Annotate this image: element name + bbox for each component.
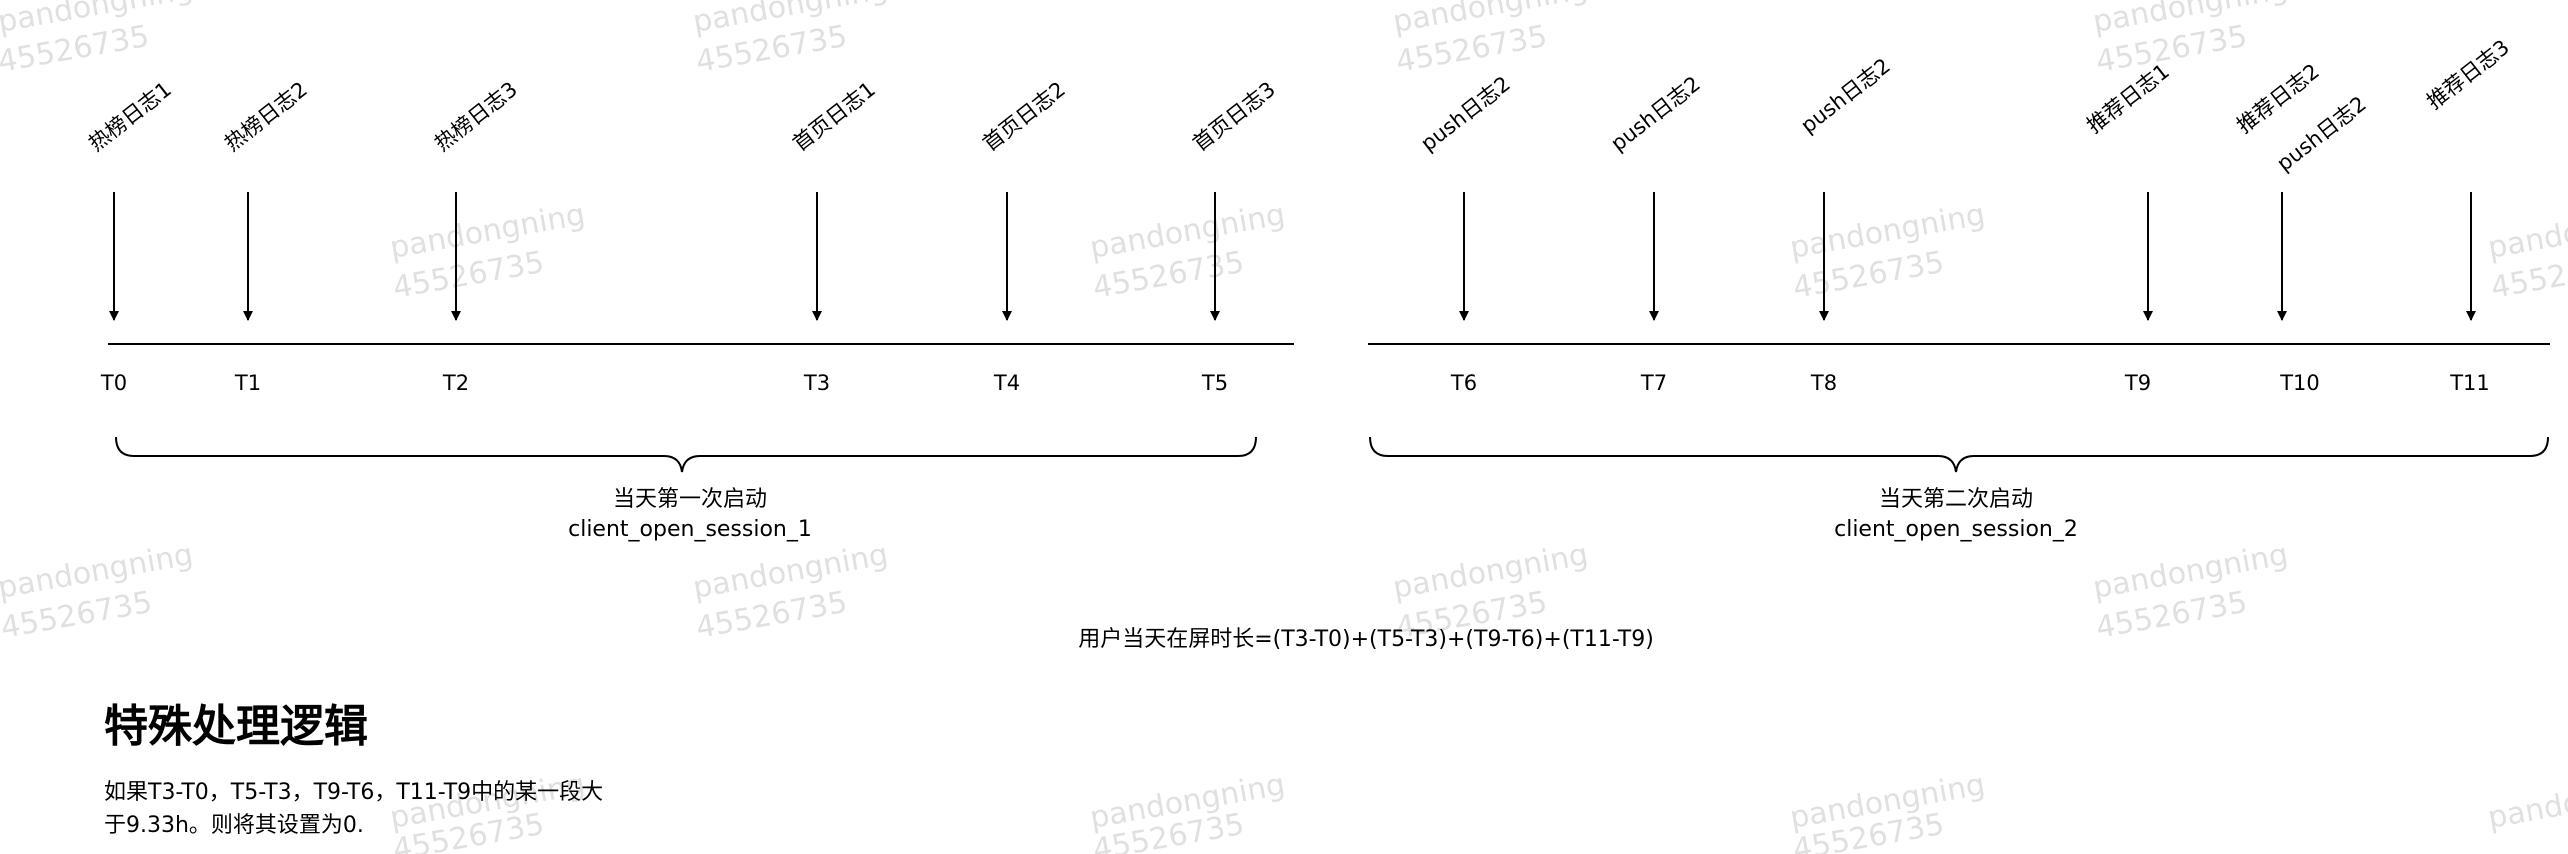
tick-label: T6 xyxy=(1450,371,1477,395)
event-label: push日志2 xyxy=(1796,54,1895,138)
event-label: 热榜日志3 xyxy=(430,77,522,156)
session-labels: 当天第一次启动 client_open_session_1 当天第二次启动 cl… xyxy=(568,487,2078,542)
event-label: 热榜日志1 xyxy=(84,77,176,156)
screen-time-formula: 用户当天在屏时长=(T3-T0)+(T5-T3)+(T9-T6)+(T11-T9… xyxy=(1078,627,1654,652)
tick-labels: T0 T1 T2 T3 T4 T5 T6 T7 T8 T9 T10 T11 xyxy=(100,371,2490,395)
tick-label: T5 xyxy=(1201,371,1228,395)
tick-label: T2 xyxy=(442,371,469,395)
event-label: 推荐日志2 xyxy=(2232,59,2324,138)
session-brace-2 xyxy=(1369,436,2549,473)
event-label: push日志2 xyxy=(1606,72,1705,156)
special-logic-heading: 特殊处理逻辑 xyxy=(104,701,368,752)
session-id: client_open_session_2 xyxy=(1834,517,2078,542)
tick-label: T4 xyxy=(993,371,1020,395)
tick-label: T1 xyxy=(234,371,261,395)
event-arrows xyxy=(109,192,2476,321)
tick-label: T8 xyxy=(1810,371,1837,395)
watermark-name: pandongning xyxy=(2485,197,2568,266)
tick-label: T9 xyxy=(2124,371,2151,395)
special-logic-line: 如果T3-T0，T5-T3，T9-T6，T11-T9中的某一段大 xyxy=(104,780,604,805)
session-brace-1 xyxy=(115,436,1257,473)
session-id: client_open_session_1 xyxy=(568,517,812,542)
session-title: 当天第一次启动 xyxy=(613,487,767,512)
event-label: 首页日志1 xyxy=(788,77,880,156)
event-label: 首页日志3 xyxy=(1188,77,1280,156)
event-label: 推荐日志3 xyxy=(2422,35,2514,114)
event-label: 热榜日志2 xyxy=(220,77,312,156)
tick-label: T10 xyxy=(2279,371,2320,395)
tick-label: T11 xyxy=(2449,371,2490,395)
event-label: push日志2 xyxy=(1416,72,1515,156)
special-logic-body: 如果T3-T0，T5-T3，T9-T6，T11-T9中的某一段大 于9.33h。… xyxy=(104,776,624,842)
event-label: 首页日志2 xyxy=(978,77,1070,156)
tick-label: T3 xyxy=(803,371,830,395)
session-title: 当天第二次启动 xyxy=(1879,487,2033,512)
tick-label: T7 xyxy=(1640,371,1667,395)
special-logic-line: 于9.33h。则将其设置为0. xyxy=(104,813,364,838)
watermark-name: pandongning xyxy=(2485,767,2568,836)
tick-label: T0 xyxy=(100,371,127,395)
